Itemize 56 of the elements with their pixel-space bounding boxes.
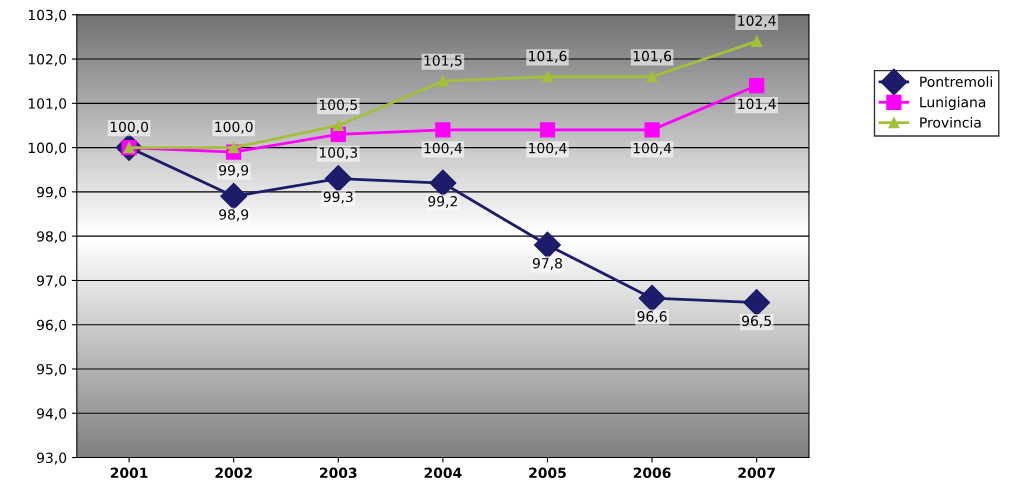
data-label: 102,4 (738, 15, 776, 28)
y-tick-label: 100,0 (28, 142, 67, 155)
data-label: 99,9 (219, 165, 249, 177)
legend-label: Lunigiana (920, 96, 986, 111)
x-tick-label: 2001 (110, 467, 148, 479)
point (743, 289, 771, 317)
point (751, 35, 763, 47)
y-tick-label: 98,0 (37, 231, 67, 244)
data-label: 96,6 (637, 311, 667, 324)
legend-label: Pontremoli (920, 76, 992, 87)
y-tick-label: 102,0 (28, 54, 67, 66)
y-tick-label: 103,0 (28, 9, 67, 22)
data-label: 101,6 (529, 50, 567, 63)
data-label: 100,3 (319, 147, 358, 160)
point (429, 169, 457, 197)
point (324, 165, 352, 193)
data-label: 100,4 (424, 142, 462, 155)
x-tick-label: 2006 (633, 467, 671, 479)
data-label: 99,2 (428, 195, 457, 208)
data-label: 98,9 (219, 209, 249, 222)
y-tick-label: 101,0 (28, 98, 67, 111)
data-label: 100,0 (215, 121, 253, 134)
data-label: 101,4 (738, 98, 776, 111)
point (644, 122, 660, 138)
point (435, 122, 451, 138)
legend-label: Provincia (920, 116, 981, 128)
point (220, 182, 248, 210)
y-tick-label: 93,0 (37, 452, 67, 465)
point (646, 71, 658, 83)
x-tick-label: 2002 (215, 467, 252, 479)
point (534, 231, 561, 259)
data-label: 100,0 (110, 121, 149, 134)
x-tick-label: 2005 (529, 467, 566, 479)
point (437, 75, 449, 87)
x-tick-label: 2003 (320, 467, 357, 479)
point (332, 119, 344, 132)
point (541, 71, 554, 83)
data-label: 100,5 (319, 99, 357, 112)
data-label: 101,6 (633, 50, 672, 63)
data-label: 96,5 (742, 315, 771, 328)
data-label: 100,4 (529, 142, 567, 155)
y-tick-label: 96,0 (37, 319, 67, 332)
x-tick-label: 2007 (738, 467, 775, 479)
y-tick-label: 95,0 (37, 363, 67, 376)
point (228, 142, 240, 154)
data-label: 99,3 (323, 191, 353, 204)
point (638, 284, 666, 312)
point (539, 122, 556, 138)
y-tick-label: 97,0 (37, 275, 67, 288)
point (749, 77, 765, 94)
data-label: 100,4 (633, 142, 672, 155)
y-tick-label: 94,0 (37, 408, 67, 421)
x-tick-label: 2004 (424, 467, 462, 479)
data-label: 97,8 (532, 257, 562, 270)
data-label: 101,5 (424, 55, 462, 68)
y-tick-label: 99,0 (37, 186, 67, 199)
